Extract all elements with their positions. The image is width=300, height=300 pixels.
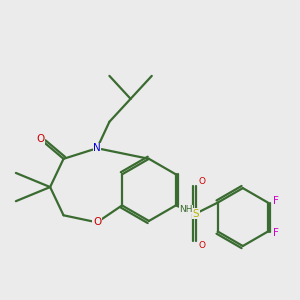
Text: NH: NH [179, 205, 193, 214]
Text: O: O [37, 134, 45, 144]
Text: F: F [273, 196, 279, 206]
Text: O: O [93, 218, 101, 227]
Text: O: O [199, 177, 206, 186]
Text: O: O [199, 241, 206, 250]
Text: S: S [193, 208, 199, 218]
Text: F: F [273, 228, 279, 238]
Text: N: N [93, 143, 101, 153]
